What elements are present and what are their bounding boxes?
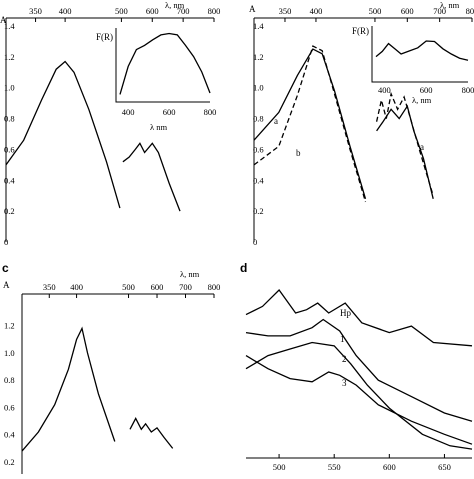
- panel-b-inset-series: [375, 40, 469, 61]
- panel-b-y-tick: 0.2: [253, 206, 264, 216]
- panel-c-y-tick: 0.8: [4, 375, 15, 385]
- panel-d-series-2: [245, 341, 473, 450]
- panel-c-y-tick: 1.0: [4, 348, 15, 358]
- panel-a-y-tick: 1.2: [4, 52, 15, 62]
- panel-b-y-label: A: [249, 4, 256, 14]
- panel-b-y-tick: 1.2: [253, 52, 264, 62]
- panel-c-series-2: [129, 416, 174, 449]
- panel-c-y-tick: 0.6: [4, 402, 15, 412]
- panel-b-top-tick: 800: [466, 6, 474, 16]
- panel-b-inset-x-tick: 800: [462, 85, 474, 95]
- panel-a-inset-y-label: F(R): [96, 32, 113, 42]
- panel-b-y-tick: 0.6: [253, 144, 264, 154]
- panel-b-top-tick: 600: [401, 6, 414, 16]
- panel-c-y-tick: 1.2: [4, 321, 15, 331]
- panel-b-y-tick: 0.8: [253, 114, 264, 124]
- panel-a-inset-x-tick: 400: [122, 107, 135, 117]
- panel-a-inset-axes: [115, 28, 210, 103]
- panel-a-y-label: A: [0, 15, 7, 25]
- panel-c-top-tick: 700: [179, 282, 192, 292]
- panel-b-curve-a-label-2: a: [420, 142, 424, 152]
- panel-d-x-tick: 500: [273, 462, 286, 472]
- panel-a-y-tick: 0.4: [4, 175, 15, 185]
- panel-b-series-a-1: [253, 48, 367, 199]
- panel-b-y-tick: 1.0: [253, 83, 264, 93]
- panel-b-series-b-2: [253, 45, 367, 203]
- panel-a-top-tick: 400: [59, 6, 72, 16]
- panel-c-top-tick: 600: [151, 282, 164, 292]
- panel-a-top-tick: 800: [208, 6, 221, 16]
- panel-b-x-label: λ, nm: [440, 0, 460, 10]
- panel-a-top-tick: 700: [177, 6, 190, 16]
- panel-c-series-1: [21, 326, 116, 452]
- panel-a-x-label: λ, nm: [165, 0, 185, 10]
- panel-b-inset-x-label: λ, nm: [412, 95, 432, 105]
- panel-a-inset-x-tick: 800: [204, 107, 217, 117]
- panel-c-y-tick: 0.4: [4, 430, 15, 440]
- panel-d-2-label: 2: [342, 354, 347, 364]
- panel-c-y-label: A: [3, 280, 10, 290]
- panel-b-top-tick: 500: [369, 6, 382, 16]
- panel-d-1-label: 1: [340, 334, 345, 344]
- panel-c-top-tick: 500: [122, 282, 135, 292]
- panel-d-hp-label: Hp: [340, 308, 351, 318]
- panel-a-top-tick: 600: [146, 6, 159, 16]
- panel-b-inset-x-tick: 400: [378, 85, 391, 95]
- panel-c-x-label: λ, nm: [180, 269, 200, 279]
- panel-a-inset-series: [119, 32, 211, 95]
- panel-a-y-tick: 0: [4, 237, 8, 247]
- panel-a-series-2: [122, 142, 181, 212]
- panel-a-series-1: [5, 60, 121, 209]
- panel-c-top-tick: 800: [208, 282, 221, 292]
- panel-b-inset-axes: [371, 26, 468, 83]
- panel-d-series-1: [245, 318, 473, 422]
- panel-a-y-tick: 0.2: [4, 206, 15, 216]
- panel-b-curve-b-label: b: [296, 148, 301, 158]
- panel-b-y-tick: 1.4: [253, 21, 264, 31]
- panel-d-series-3: [245, 355, 473, 445]
- panel-b-top-tick: 400: [310, 6, 323, 16]
- panel-d-letter: d: [240, 261, 247, 275]
- panel-b-y-tick: 0.4: [253, 175, 264, 185]
- panel-b-inset-x-tick: 600: [420, 85, 433, 95]
- panel-d-3-label: 3: [342, 378, 347, 388]
- panel-b-series-a-3: [376, 104, 434, 199]
- panel-d-x-tick: 550: [328, 462, 341, 472]
- panel-a-y-tick: 1.4: [4, 21, 15, 31]
- panel-c-letter: c: [2, 261, 9, 275]
- panel-a-y-tick: 0.6: [4, 144, 15, 154]
- panel-b-inset-y-label: F(R): [352, 26, 369, 36]
- panel-d-series-Hp: [245, 289, 473, 347]
- panel-a-y-tick: 1.0: [4, 83, 15, 93]
- panel-a-inset-x-tick: 600: [163, 107, 176, 117]
- panel-b-top-tick: 700: [433, 6, 446, 16]
- panel-a-top-tick: 500: [115, 6, 128, 16]
- panel-c-top-tick: 350: [43, 282, 56, 292]
- panel-d-x-tick: 600: [383, 462, 396, 472]
- panel-a-top-tick: 350: [29, 6, 42, 16]
- panel-a-inset-x-label: λ nm: [150, 122, 167, 132]
- panel-c-y-tick: 0.2: [4, 457, 15, 467]
- panel-b-series-b-4: [375, 91, 434, 196]
- panel-b-top-tick: 350: [279, 6, 292, 16]
- panel-b-y-tick: 0: [253, 237, 257, 247]
- panel-b-curve-a-label: a: [274, 116, 278, 126]
- panel-a-y-tick: 0.8: [4, 114, 15, 124]
- panel-c-top-tick: 400: [70, 282, 83, 292]
- panel-d-x-tick: 650: [438, 462, 451, 472]
